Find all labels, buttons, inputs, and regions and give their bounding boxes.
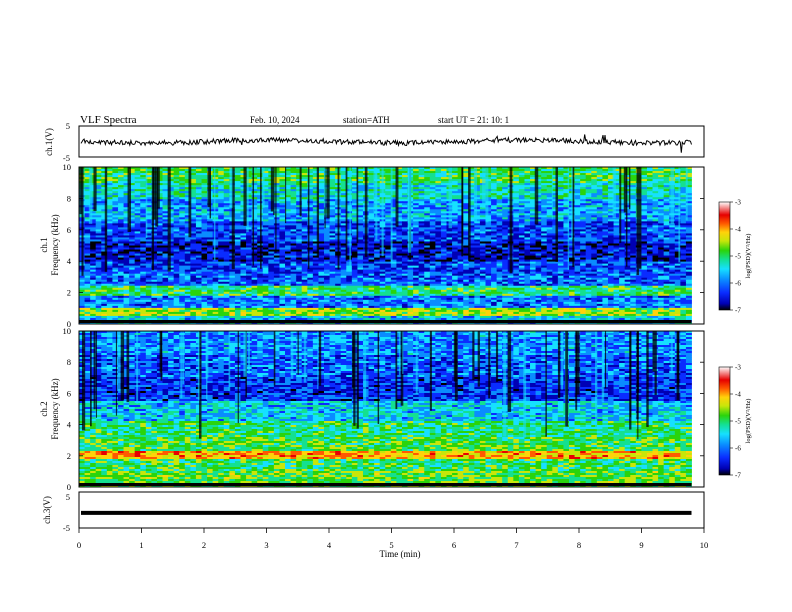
ch1-spec-ylabel-frequency: Frequency (kHz) [50, 214, 60, 275]
ch1-ytick-top: 5 [66, 121, 70, 131]
ch2-spec-ylabel-frequency: Frequency (kHz) [50, 378, 60, 439]
ch2-spectrogram-image [79, 331, 692, 487]
ch1-colorbar-label: log(PSD)(V²/Hz) [745, 234, 752, 279]
x-tick-label-3: 3 [264, 540, 268, 550]
x-tick-label-8: 8 [577, 540, 581, 550]
ch2-colorbar-tick-label-3: -6 [735, 445, 741, 453]
x-tick-label-1: 1 [139, 540, 143, 550]
ch2-ytick-label-0: 0 [67, 482, 71, 492]
ch2-colorbar-tick-label-1: -4 [735, 391, 741, 399]
x-tick-label-9: 9 [639, 540, 643, 550]
ch1-spec-ylabel-channel: ch.1 [39, 237, 49, 252]
ch2-spectrogram-panel: 0 2 4 6 8 10 ch.2 Frequency (kHz) [39, 326, 704, 492]
ch1-ytick-label-4: 8 [67, 193, 71, 203]
station-label: station=ATH [343, 115, 390, 125]
x-tick-label-4: 4 [327, 540, 332, 550]
ch2-colorbar-tick-label-4: -7 [735, 472, 741, 480]
x-tick-label-2: 2 [202, 540, 206, 550]
ch3-waveform-panel: 5 -5 ch.3(V) 0 1 2 3 4 5 6 7 8 9 10 Time (min) [42, 492, 708, 559]
ch2-colorbar-label: log(PSD)(V²/Hz) [745, 399, 752, 444]
date-label: Feb. 10, 2024 [250, 115, 300, 125]
x-tick-label-6: 6 [452, 540, 456, 550]
ch1-waveform-panel: 5 -5 ch.1(V) [44, 121, 704, 163]
ch1-colorbar-tick-label-0: -3 [735, 199, 741, 207]
ch2-colorbar-tick-label-2: -5 [735, 418, 741, 426]
ch1-colorbar: -3 -4 -5 -6 -7 log(PSD)(V²/Hz) [719, 199, 752, 315]
ch1-colorbar-tick-label-1: -4 [735, 226, 741, 234]
ch2-ytick-label-1: 2 [67, 451, 71, 461]
ch3-ytick-top: 5 [66, 492, 70, 502]
ch3-ylabel: ch.3(V) [42, 496, 52, 524]
ch2-ytick-label-5: 10 [63, 326, 72, 336]
x-tick-label-0: 0 [77, 540, 81, 550]
ch1-ytick-label-2: 4 [67, 256, 72, 266]
ch2-spec-ylabel-channel: ch.2 [39, 401, 49, 416]
ch2-ytick-label-2: 4 [67, 420, 72, 430]
x-tick-label-10: 10 [700, 540, 709, 550]
ch1-ytick-label-3: 6 [67, 225, 71, 235]
ch2-colorbar-tick-label-0: -3 [735, 364, 741, 372]
ch1-ytick-label-1: 2 [67, 288, 71, 298]
x-axis-label: Time (min) [380, 549, 421, 559]
ch2-ytick-label-4: 8 [67, 357, 71, 367]
ch2-colorbar: -3 -4 -5 -6 -7 log(PSD)(V²/Hz) [719, 364, 752, 480]
ch1-ylabel: ch.1(V) [44, 128, 54, 156]
ch1-colorbar-tick-label-3: -6 [735, 280, 741, 288]
figure-title: VLF Spectra [80, 114, 137, 126]
ch1-colorbar-tick-label-4: -7 [735, 307, 741, 315]
ch1-colorbar-tick-label-2: -5 [735, 253, 741, 261]
ch1-ytick-label-5: 10 [63, 162, 72, 172]
ch3-ytick-bottom: -5 [63, 523, 70, 533]
ch1-spectrogram-image [79, 167, 692, 324]
start-time-label: start UT = 21: 10: 1 [438, 115, 509, 125]
x-tick-label-7: 7 [514, 540, 518, 550]
ch2-ytick-label-3: 6 [67, 388, 71, 398]
